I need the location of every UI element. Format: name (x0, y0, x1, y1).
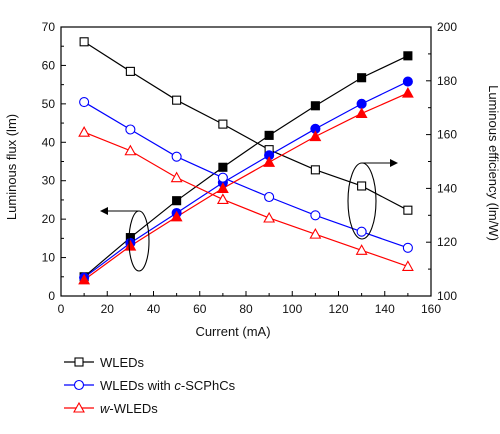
legend-label-part: -SCPhCs (181, 378, 236, 393)
efficiency-point-w-wleds (216, 193, 229, 204)
left-tick-label: 50 (42, 97, 56, 111)
legend-label-part: -WLEDs (109, 401, 158, 416)
legend-marker-wleds (74, 357, 84, 367)
efficiency-point-wleds-with-c-scphcs (264, 191, 275, 203)
efficiency-point-w-wleds (124, 144, 137, 156)
x-tick-label: 120 (328, 302, 348, 316)
efficiency-point-wleds-with-c-scphcs (79, 97, 90, 108)
legend-label-part: c (174, 378, 181, 393)
flux-point-wleds (310, 101, 320, 111)
efficiency-point-wleds-with-c-scphcs (310, 210, 321, 221)
flux-point-w-wleds (78, 273, 91, 285)
series-line-efficiency-w-wleds (83, 131, 409, 267)
left-y-axis-title: Luminous flux (lm) (4, 114, 19, 220)
left-y-axis: 0 10 20 30 40 50 60 70 (42, 20, 66, 303)
left-tick-label: 70 (42, 20, 56, 34)
x-tick-label: 80 (239, 302, 253, 316)
legend-label-part: w (100, 401, 111, 416)
efficiency-point-w-wleds (401, 260, 414, 271)
x-axis-title: Current (mA) (195, 324, 270, 339)
efficiency-point-wleds (79, 37, 89, 47)
flux-point-wleds-with-c-scphcs (356, 98, 367, 109)
x-tick-label: 140 (375, 302, 395, 316)
legend-marker-wleds-with-c-scphcs (73, 379, 85, 391)
efficiency-point-wleds (310, 165, 320, 175)
efficiency-point-w-wleds (309, 227, 322, 239)
series-line-efficiency-wleds-with-c-scphcs (83, 101, 409, 249)
series-line-efficiency-wleds (83, 41, 409, 211)
legend-marker-w-wleds (73, 401, 85, 413)
x-tick-label: 20 (101, 302, 115, 316)
x-tick-label: 40 (147, 302, 161, 316)
left-tick-label: 0 (48, 289, 55, 303)
efficiency-point-wleds-with-c-scphcs (125, 124, 136, 135)
x-tick-label: 100 (282, 302, 302, 316)
flux-point-w-wleds (170, 210, 183, 222)
x-tick-label: 160 (421, 302, 441, 316)
flux-point-w-wleds (309, 130, 322, 142)
efficiency-point-wleds (218, 119, 228, 129)
efficiency-point-wleds (125, 66, 135, 76)
flux-point-w-wleds (263, 156, 276, 167)
efficiency-point-w-wleds (263, 211, 276, 223)
left-tick-label: 30 (42, 174, 56, 188)
efficiency-point-wleds (357, 181, 367, 191)
series-line-flux-wleds-with-c-scphcs (83, 81, 409, 279)
right-tick-label: 120 (437, 235, 457, 249)
right-y-axis-title: Luminous efficiency (lm/W) (486, 85, 500, 241)
efficiency-point-w-wleds (170, 171, 183, 183)
left-tick-label: 20 (42, 212, 56, 226)
flux-point-wleds (264, 130, 274, 140)
legend-label-part: WLEDs (100, 355, 145, 370)
efficiency-point-wleds (172, 95, 182, 105)
left-tick-label: 10 (42, 251, 56, 265)
right-tick-label: 160 (437, 128, 457, 142)
series-line-flux-w-wleds (83, 92, 409, 281)
flux-point-w-wleds (401, 86, 414, 98)
efficiency-point-wleds-with-c-scphcs (217, 172, 228, 183)
right-arrow-head (390, 159, 398, 167)
efficiency-point-w-wleds (355, 244, 368, 255)
efficiency-point-wleds-with-c-scphcs (402, 242, 413, 253)
series-layer (78, 37, 414, 285)
efficiency-point-wleds (403, 205, 413, 215)
flux-point-wleds (218, 162, 228, 172)
efficiency-point-wleds-with-c-scphcs (171, 151, 182, 162)
legend-label-wleds: WLEDs (100, 355, 145, 370)
flux-point-wleds (357, 73, 367, 83)
legend-label-w-wleds: w-WLEDs (100, 401, 158, 416)
left-arrow-head (100, 207, 108, 215)
efficiency-point-wleds-with-c-scphcs (356, 226, 367, 237)
right-y-axis: 100 120 140 160 180 200 (426, 20, 457, 303)
x-tick-label: 0 (58, 302, 65, 316)
flux-point-wleds (172, 196, 182, 206)
flux-point-wleds (403, 51, 413, 61)
left-tick-label: 40 (42, 135, 56, 149)
left-tick-label: 60 (42, 58, 56, 72)
flux-point-w-wleds (124, 239, 137, 251)
flux-point-wleds-with-c-scphcs (402, 76, 413, 87)
right-tick-label: 180 (437, 74, 457, 88)
legend-label-wleds-with-c-scphcs: WLEDs with c-SCPhCs (100, 378, 236, 393)
right-tick-label: 200 (437, 20, 457, 34)
efficiency-point-w-wleds (78, 126, 91, 137)
right-tick-label: 100 (437, 289, 457, 303)
flux-point-w-wleds (355, 107, 368, 119)
x-tick-label: 60 (193, 302, 207, 316)
legend-label-part: WLEDs with (100, 378, 174, 393)
flux-point-w-wleds (216, 182, 229, 193)
annotations (100, 159, 398, 272)
legend: WLEDs WLEDs with c-SCPhCs w-WLEDs (64, 355, 236, 416)
x-axis: 0 20 40 60 80 100 120 140 160 (58, 291, 441, 316)
right-tick-label: 140 (437, 181, 457, 195)
series-line-flux-wleds (83, 55, 409, 278)
